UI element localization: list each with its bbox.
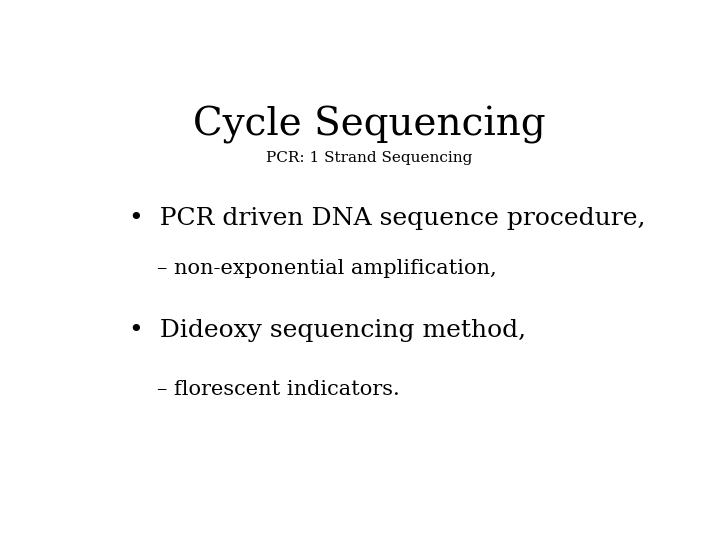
Text: PCR: 1 Strand Sequencing: PCR: 1 Strand Sequencing — [266, 151, 472, 165]
Text: •  PCR driven DNA sequence procedure,: • PCR driven DNA sequence procedure, — [129, 207, 646, 230]
Text: – non-exponential amplification,: – non-exponential amplification, — [157, 259, 497, 278]
Text: Cycle Sequencing: Cycle Sequencing — [193, 106, 545, 144]
Text: – florescent indicators.: – florescent indicators. — [157, 380, 400, 399]
Text: •  Dideoxy sequencing method,: • Dideoxy sequencing method, — [129, 320, 526, 342]
